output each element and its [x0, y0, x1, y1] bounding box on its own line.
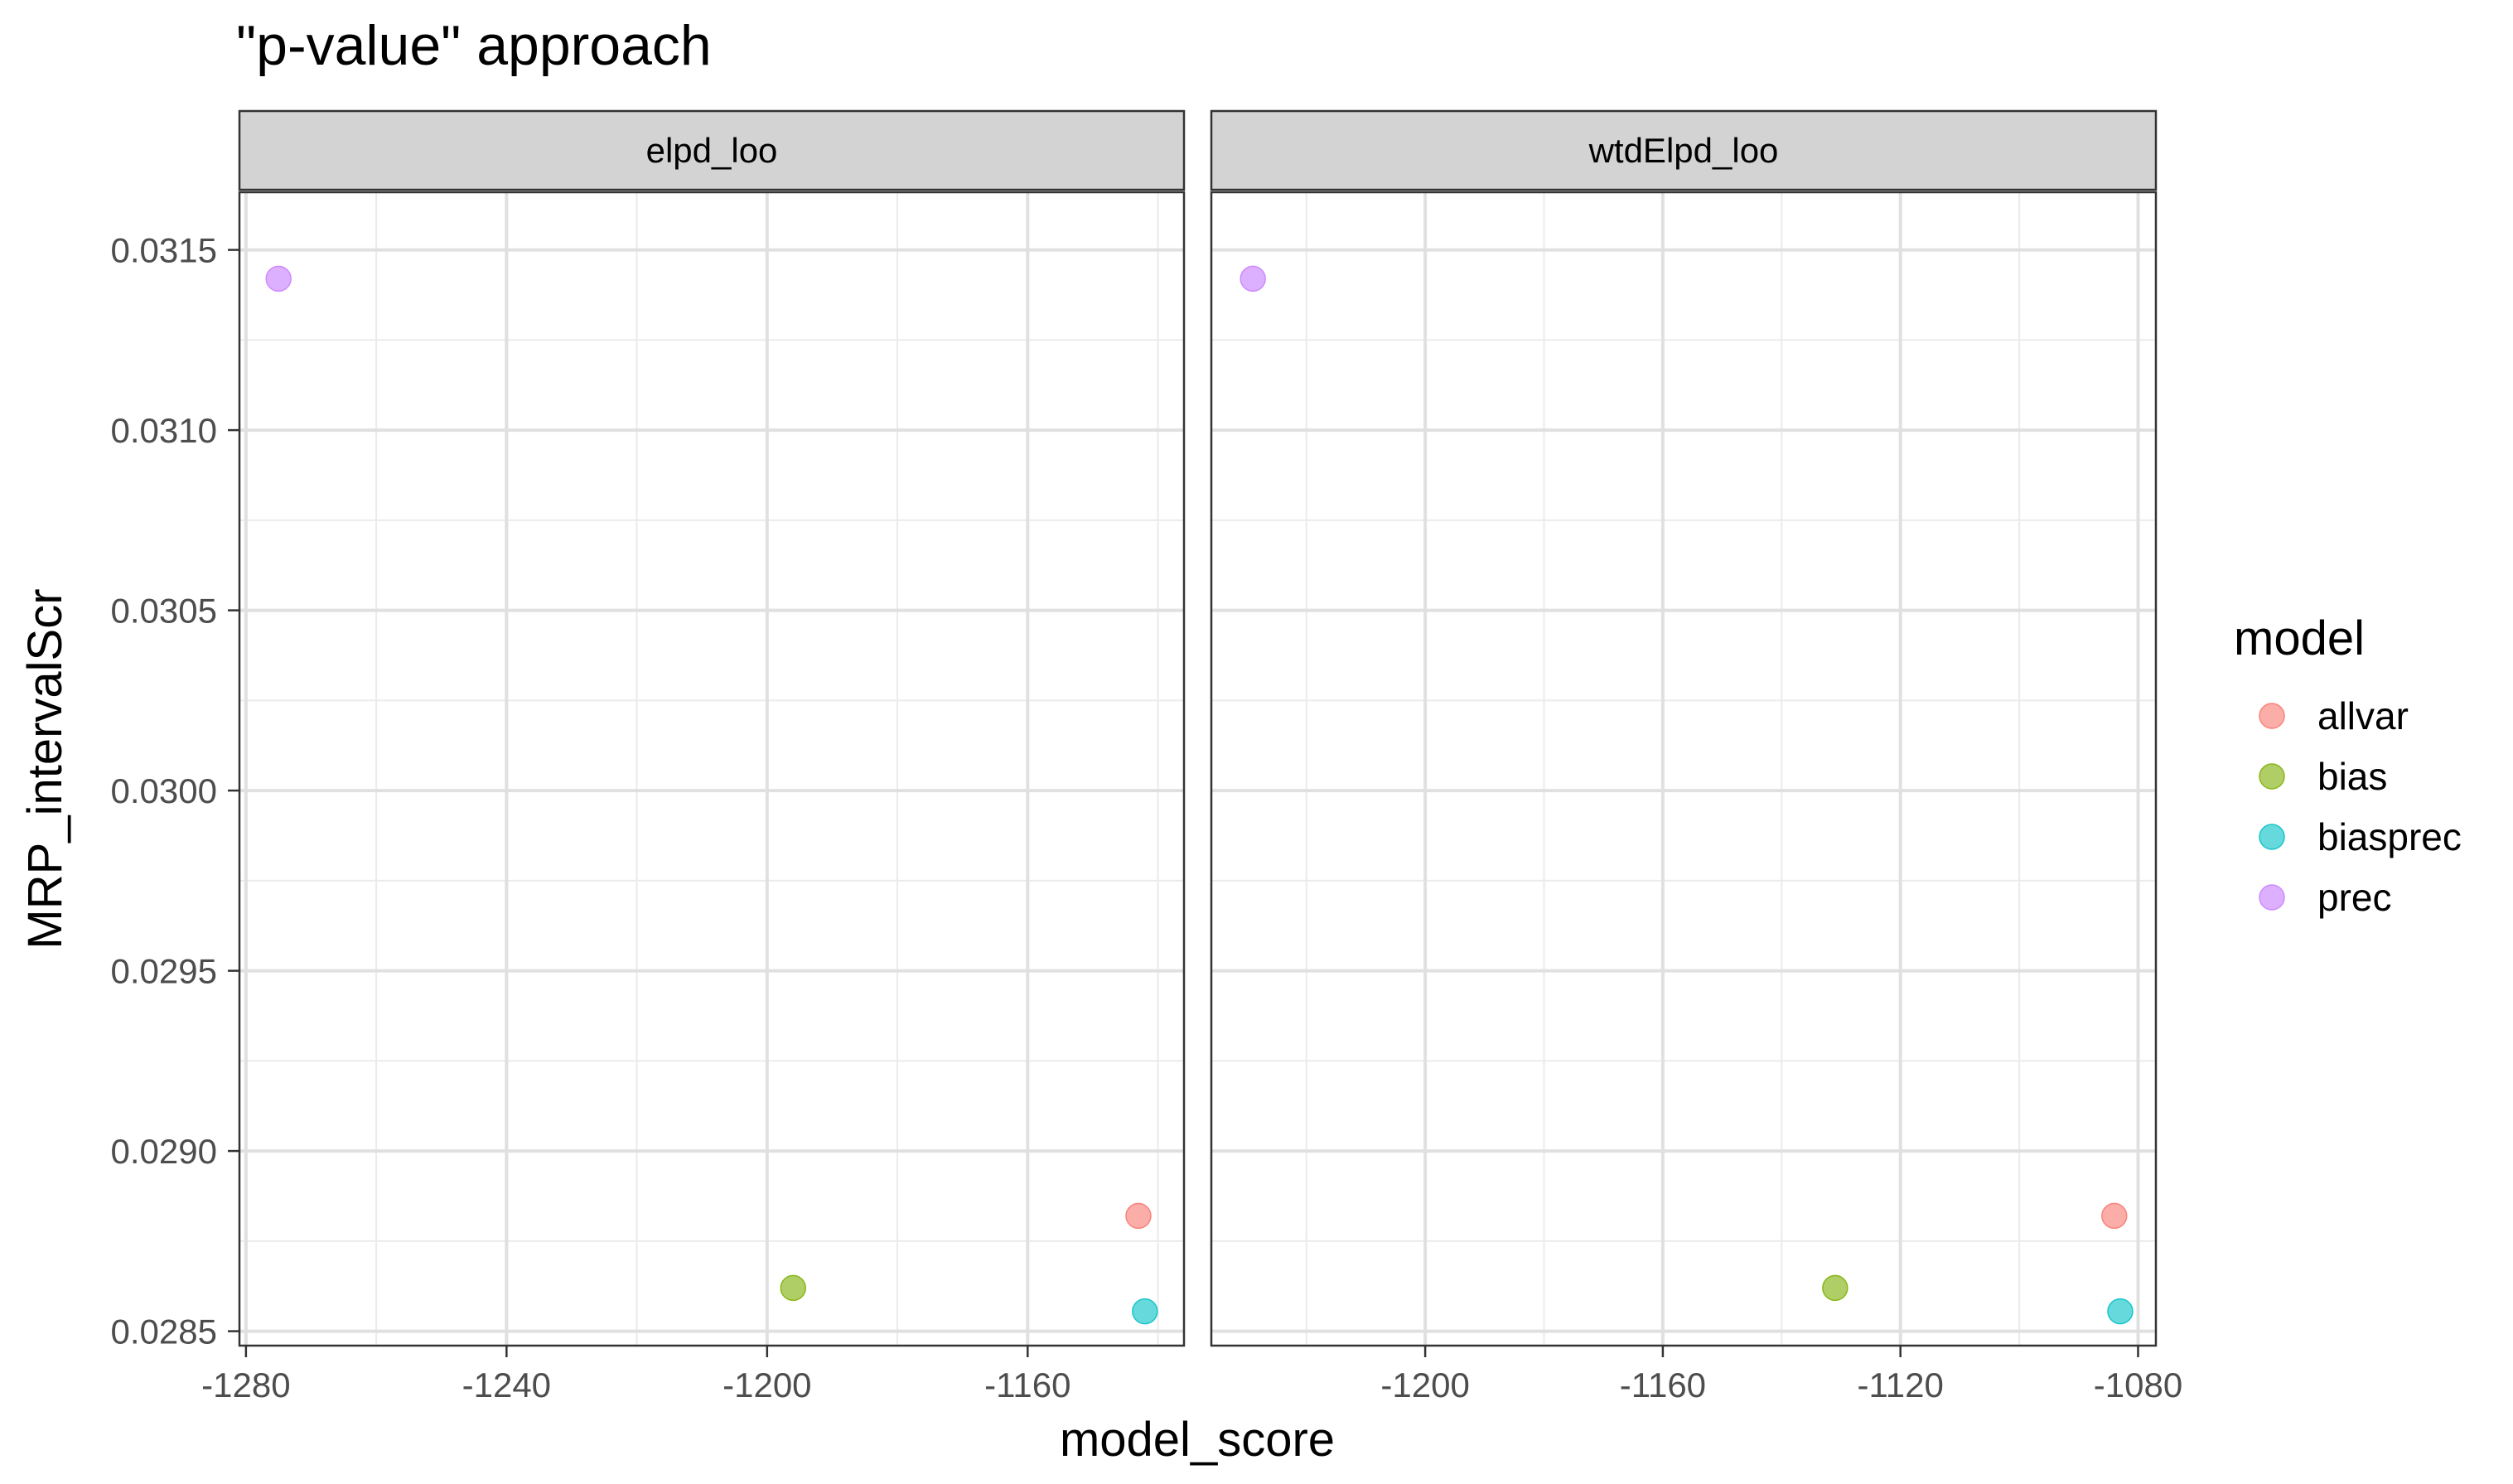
legend-label-bias: bias: [2317, 755, 2387, 798]
data-point-bias: [780, 1274, 807, 1302]
y-tick-label: 0.0295: [111, 952, 217, 991]
x-tick-label: -1280: [201, 1366, 290, 1404]
legend-key-allvar: [2259, 703, 2285, 729]
x-tick-label: -1200: [722, 1366, 811, 1404]
y-tick-label: 0.0285: [111, 1312, 217, 1351]
y-tick-label: 0.0305: [111, 592, 217, 631]
panel-background: [1211, 192, 2156, 1346]
data-point-biasprec: [2107, 1298, 2134, 1325]
x-tick-label: -1240: [462, 1366, 551, 1404]
chart-title: "p-value" approach: [236, 14, 712, 77]
legend-title: model: [2234, 611, 2365, 665]
data-point-allvar: [1125, 1202, 1152, 1230]
y-axis-title: MRP_intervalScr: [18, 588, 72, 949]
data-point-prec: [265, 265, 292, 292]
panel-border: [238, 191, 1186, 1347]
x-tick-label: -1160: [1620, 1366, 1706, 1404]
facet-strip-label: wtdElpd_loo: [1588, 131, 1779, 170]
facet-strip-label: elpd_loo: [646, 131, 778, 170]
x-tick-label: -1160: [984, 1366, 1070, 1404]
y-axis: 0.0285 0.0290 0.0295 0.0300 0.0305 0.0310 0.03…: [111, 231, 239, 1351]
x-axis-title: model_score: [1060, 1413, 1335, 1467]
data-point-bias: [1822, 1274, 1849, 1302]
legend-key-prec: [2259, 884, 2285, 911]
facet-strip: [1210, 109, 2158, 191]
panel-border: [1210, 191, 2158, 1347]
x-tick-label: -1080: [2094, 1366, 2182, 1404]
x-tick-label: -1120: [1858, 1366, 1944, 1404]
data-point-prec: [1240, 265, 1266, 292]
legend-label-biasprec: biasprec: [2317, 815, 2462, 858]
facet-strip: [238, 109, 1186, 191]
legend-key-bias: [2259, 763, 2285, 790]
x-tick-label: -1200: [1380, 1366, 1469, 1404]
legend-label-allvar: allvar: [2317, 694, 2409, 737]
legend: model allvar bias biasprec prec: [2234, 611, 2462, 919]
y-tick-label: 0.0300: [111, 771, 217, 810]
data-point-allvar: [2101, 1202, 2128, 1230]
legend-key-biasprec: [2259, 824, 2285, 850]
y-tick-label: 0.0290: [111, 1132, 217, 1171]
facet-panel-elpd-loo: elpd_loo -1280 -1240 -1200 -1160: [201, 109, 1186, 1404]
data-point-biasprec: [1132, 1298, 1158, 1325]
y-tick-label: 0.0310: [111, 411, 217, 450]
panel-background: [239, 192, 1184, 1346]
facet-panel-wtdelpd-loo: wtdElpd_loo -1200 -1160 -1120 -1080: [1210, 109, 2182, 1404]
legend-label-prec: prec: [2317, 876, 2391, 919]
y-tick-label: 0.0315: [111, 231, 217, 270]
